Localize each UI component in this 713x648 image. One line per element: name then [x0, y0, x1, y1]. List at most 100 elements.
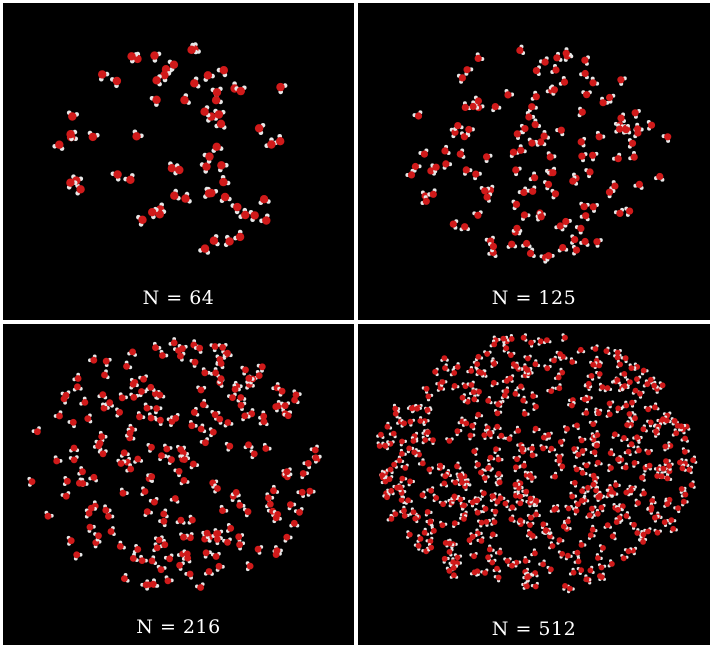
oxygen-atom — [520, 397, 527, 404]
oxygen-atom — [84, 415, 92, 422]
water-molecule — [210, 86, 223, 97]
water-molecule — [167, 59, 179, 72]
oxygen-atom — [653, 428, 659, 435]
water-molecule — [264, 137, 276, 149]
water-molecule — [77, 466, 86, 476]
oxygen-atom — [117, 460, 125, 467]
oxygen-atom — [592, 346, 599, 352]
water-molecule — [663, 458, 671, 466]
water-molecule — [489, 492, 497, 501]
water-molecule — [606, 488, 615, 497]
oxygen-atom — [617, 114, 625, 122]
oxygen-atom — [528, 139, 536, 147]
water-molecule — [511, 224, 523, 233]
water-molecule — [678, 486, 687, 494]
oxygen-atom — [219, 66, 228, 75]
water-molecule — [512, 166, 522, 177]
water-molecule — [612, 377, 621, 385]
oxygen-atom — [621, 435, 627, 441]
oxygen-atom — [544, 337, 550, 343]
oxygen-atom — [519, 445, 525, 452]
water-molecule — [437, 462, 446, 471]
oxygen-atom — [589, 203, 597, 211]
oxygen-atom — [626, 411, 633, 417]
water-molecule — [202, 152, 214, 164]
oxygen-atom — [148, 473, 156, 481]
oxygen-atom — [508, 240, 516, 248]
oxygen-atom — [437, 462, 444, 469]
oxygen-atom — [686, 466, 693, 473]
water-molecule — [603, 522, 612, 529]
water-molecule — [474, 353, 484, 362]
oxygen-atom — [673, 430, 680, 437]
oxygen-atom — [213, 530, 221, 538]
water-molecule — [242, 507, 252, 518]
oxygen-atom — [462, 166, 470, 174]
water-molecule — [287, 501, 297, 511]
oxygen-atom — [528, 514, 534, 521]
oxygen-atom — [664, 417, 670, 424]
oxygen-atom — [478, 370, 485, 376]
oxygen-atom — [424, 407, 431, 413]
water-molecule — [530, 90, 540, 101]
oxygen-atom — [577, 346, 584, 353]
oxygen-atom — [599, 384, 606, 390]
oxygen-atom — [615, 456, 621, 463]
water-molecule — [506, 240, 518, 249]
water-molecule — [527, 103, 538, 113]
water-molecule — [558, 76, 569, 86]
water-molecule — [62, 476, 71, 486]
oxygen-atom — [482, 570, 488, 576]
panel-label-n216: N = 216 — [136, 616, 221, 638]
water-molecule — [146, 443, 155, 453]
water-molecule — [223, 419, 234, 428]
water-molecule — [127, 52, 139, 64]
oxygen-atom — [492, 508, 499, 515]
oxygen-atom — [472, 170, 480, 178]
oxygen-atom — [454, 364, 461, 370]
oxygen-atom — [612, 431, 618, 438]
oxygen-atom — [171, 495, 179, 502]
oxygen-atom — [564, 426, 570, 432]
water-molecule — [595, 553, 603, 561]
water-molecule — [479, 186, 491, 195]
water-molecule — [649, 496, 657, 505]
water-molecule — [459, 393, 467, 402]
oxygen-atom — [491, 379, 497, 386]
oxygen-atom — [262, 216, 271, 225]
water-molecule — [512, 388, 521, 397]
water-molecule — [644, 462, 653, 471]
oxygen-atom — [392, 511, 399, 517]
oxygen-atom — [237, 401, 245, 409]
water-molecule — [399, 438, 407, 447]
oxygen-atom — [205, 152, 214, 161]
water-molecule — [557, 463, 566, 472]
oxygen-atom — [254, 124, 264, 133]
water-molecule — [116, 458, 127, 467]
water-molecule — [168, 337, 178, 347]
oxygen-atom — [664, 501, 671, 507]
oxygen-atom — [598, 574, 605, 580]
oxygen-atom — [169, 60, 179, 69]
oxygen-atom — [306, 487, 314, 495]
water-molecule — [398, 495, 406, 505]
water-molecule — [187, 42, 199, 55]
oxygen-atom — [186, 570, 194, 578]
oxygen-atom — [236, 501, 244, 509]
oxygen-atom — [451, 370, 458, 376]
oxygen-atom — [512, 166, 520, 174]
oxygen-atom — [569, 493, 576, 500]
oxygen-atom — [424, 509, 431, 515]
water-molecule — [440, 472, 449, 480]
oxygen-atom — [580, 203, 588, 211]
oxygen-atom — [96, 439, 104, 447]
water-molecule — [490, 517, 498, 526]
oxygen-atom — [604, 385, 611, 391]
oxygen-atom — [442, 160, 450, 168]
water-molecule — [231, 383, 241, 393]
oxygen-atom — [632, 387, 639, 394]
oxygen-atom — [587, 567, 594, 574]
oxygen-atom — [260, 412, 268, 420]
oxygen-atom — [138, 557, 146, 564]
oxygen-atom — [559, 369, 566, 376]
